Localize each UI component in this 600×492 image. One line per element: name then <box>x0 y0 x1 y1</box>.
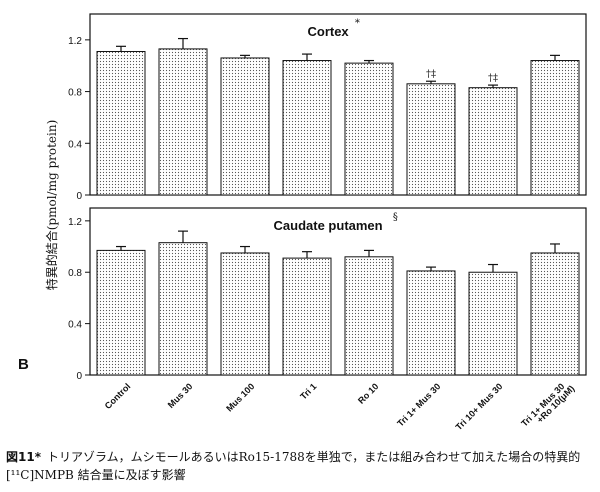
y-tick-label: 1.2 <box>68 217 82 228</box>
bar <box>282 60 332 196</box>
y-tick-label: 1.2 <box>68 36 82 47</box>
x-tick-label: Tri 1 <box>298 381 318 401</box>
figure-caption: 図11* トリアゾラム，ムシモールあるいはRo15-1788を単独で，または組み合… <box>6 448 596 484</box>
y-tick-label: 0 <box>76 191 82 202</box>
bar <box>406 270 456 376</box>
significance-mark: †‡ <box>426 69 436 80</box>
bar <box>158 48 208 196</box>
y-tick-label: 0 <box>76 371 82 382</box>
y-tick-label: 0.4 <box>68 139 82 150</box>
x-tick-label: Control <box>103 381 133 411</box>
bar <box>96 249 146 376</box>
panel-1: 0 0.4 0.8 1.2 †‡ †‡ Cortex * <box>68 13 587 202</box>
bar <box>282 257 332 376</box>
x-tick-label: Mus 30 <box>166 381 195 410</box>
chart-title: Cortex <box>307 24 349 39</box>
significance-mark: †‡ <box>488 73 498 84</box>
x-tick-label: Ro 10 <box>356 381 380 405</box>
bar <box>344 62 394 196</box>
caption-label: 図11* <box>6 450 41 464</box>
y-axis-label: 特異的結合(pmol/mg protein) <box>44 120 59 291</box>
title-mark: * <box>355 18 360 29</box>
bar <box>220 252 270 376</box>
bar <box>220 57 270 196</box>
bar <box>530 252 580 376</box>
y-tick-label: 0.4 <box>68 320 82 331</box>
y-tick-label: 0.8 <box>68 268 82 279</box>
bar <box>96 50 146 196</box>
x-tick-label: Tri 10+ Mus 30 <box>454 381 505 432</box>
bar <box>530 60 580 196</box>
panel-label: B <box>18 356 29 373</box>
panel-2: 0 0.4 0.8 1.2 Caudate putamen § <box>68 207 587 382</box>
bar <box>468 87 518 196</box>
title-mark: § <box>393 212 398 223</box>
x-tick-label: Tri 1+ Mus 30 <box>395 381 442 428</box>
bar <box>158 242 208 376</box>
bar-chart-figure: 0 0.4 0.8 1.2 †‡ †‡ Cortex * 0 0.4 0.8 1.2 Caudate p… <box>44 13 587 432</box>
y-tick-label: 0.8 <box>68 88 82 99</box>
bar <box>406 83 456 196</box>
plot-frame <box>89 207 587 376</box>
bar <box>344 256 394 376</box>
caption-text: トリアゾラム，ムシモールあるいはRo15-1788を単独で，または組み合わせて加… <box>6 450 581 482</box>
x-tick-label: Mus 100 <box>224 381 256 413</box>
plot-frame <box>89 13 587 196</box>
bar <box>468 271 518 376</box>
chart-title: Caudate putamen <box>274 218 383 233</box>
